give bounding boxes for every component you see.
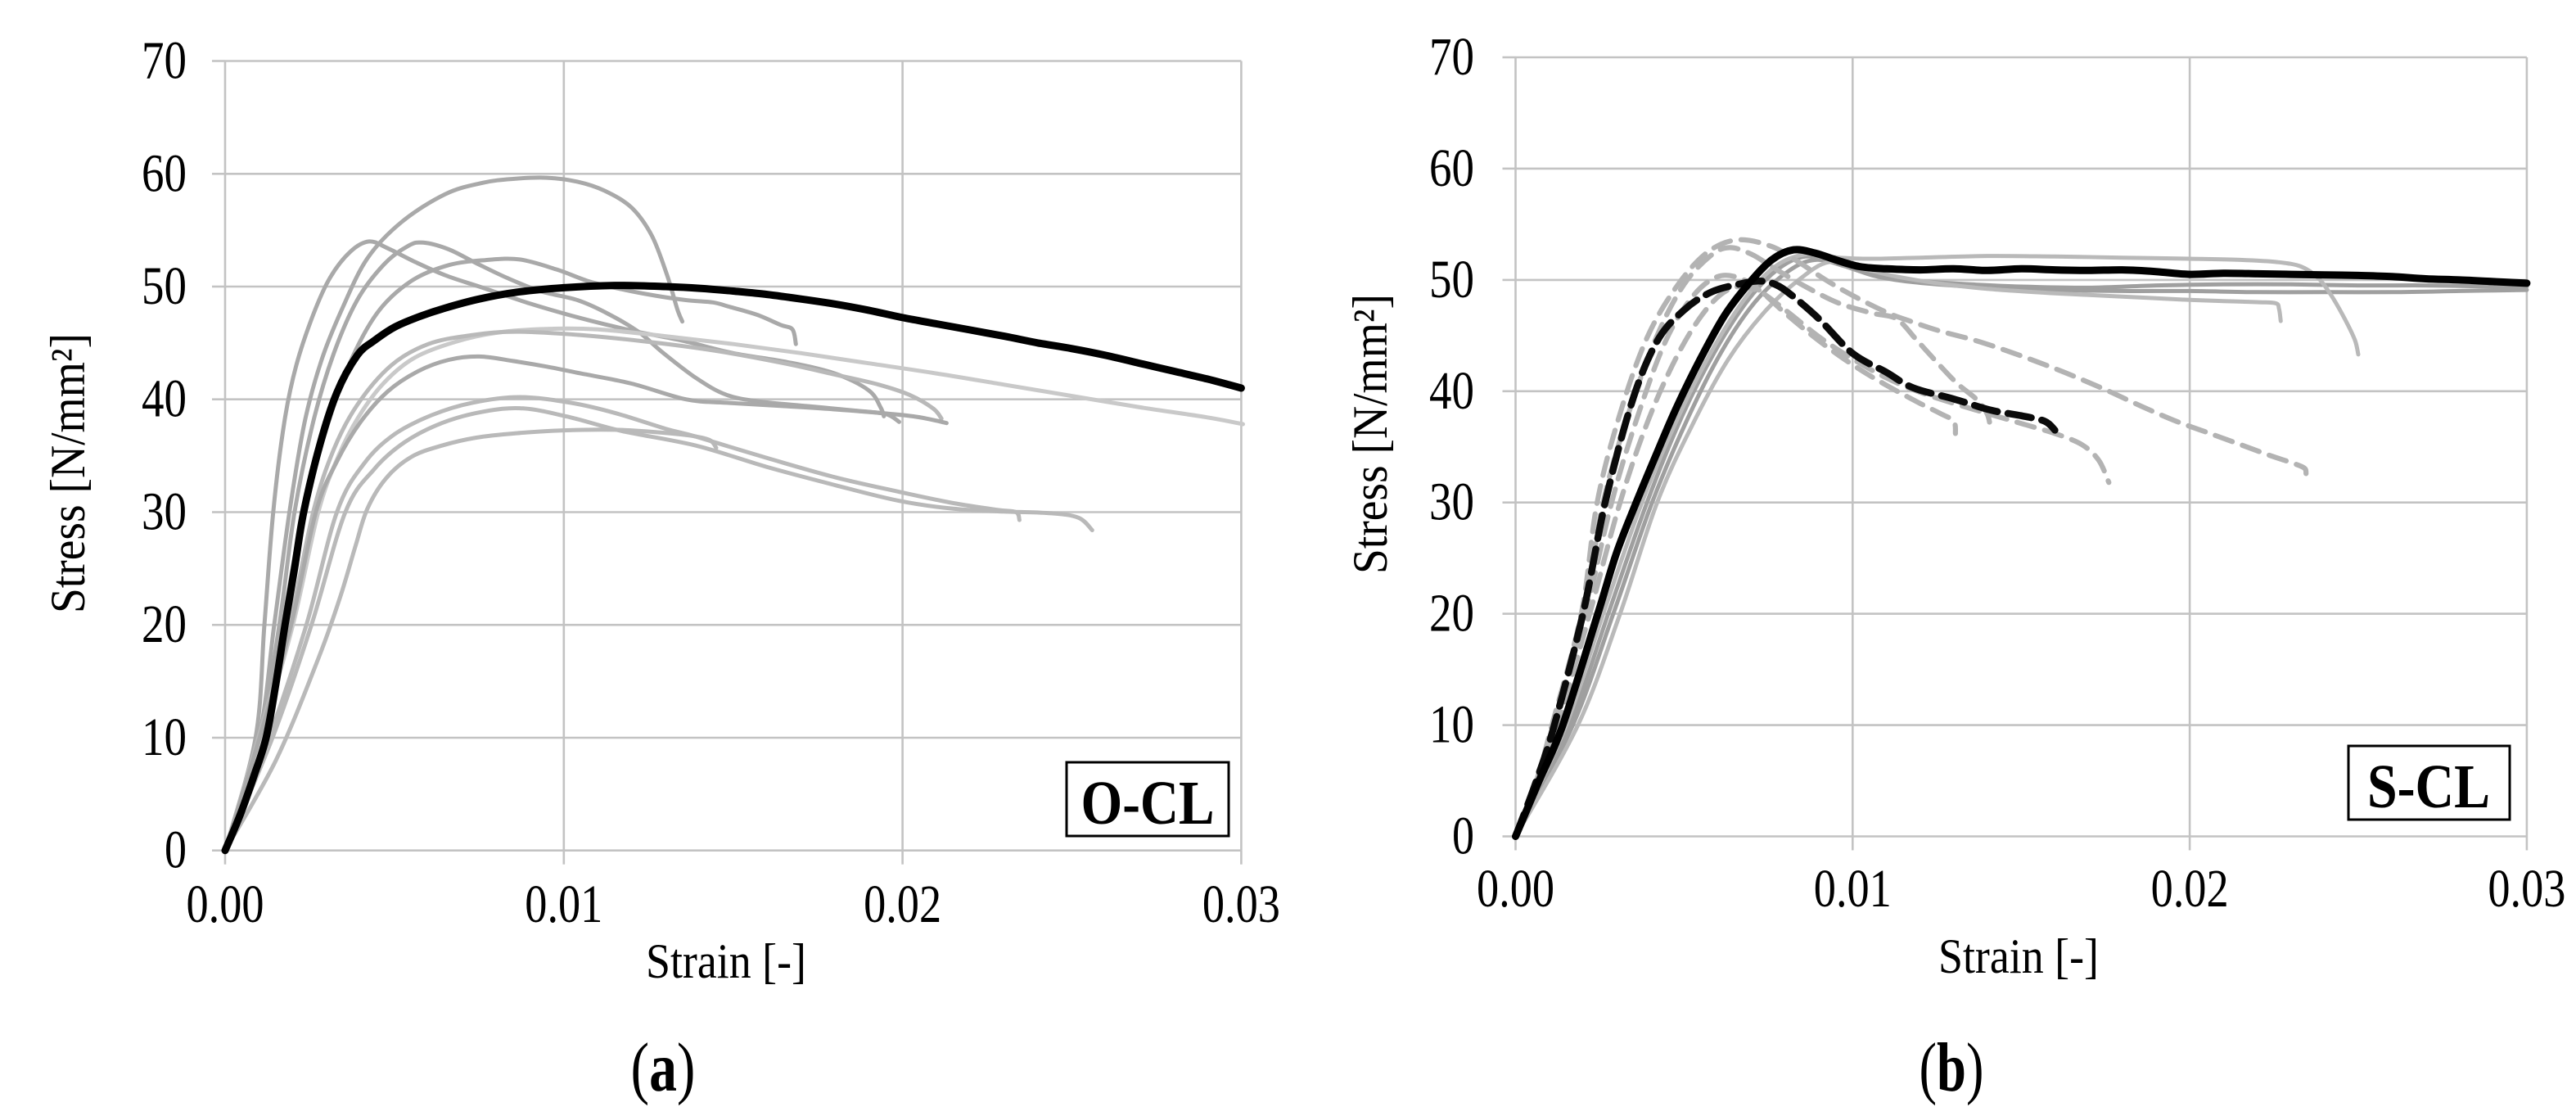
svg-text:O-CL: O-CL [1081, 769, 1215, 838]
svg-text:Stress [N/mm²]: Stress [N/mm²] [41, 333, 95, 613]
svg-text:0.03: 0.03 [1202, 874, 1280, 934]
svg-text:0.01: 0.01 [525, 874, 602, 934]
svg-text:20: 20 [142, 594, 187, 654]
svg-text:10: 10 [1429, 695, 1474, 755]
svg-text:(a): (a) [631, 1029, 696, 1106]
svg-text:70: 70 [1429, 27, 1474, 87]
svg-text:60: 60 [142, 143, 187, 203]
svg-text:0.00: 0.00 [187, 874, 264, 934]
svg-text:10: 10 [142, 707, 187, 767]
svg-text:0.01: 0.01 [1814, 859, 1892, 919]
svg-text:30: 30 [1429, 472, 1474, 532]
svg-text:30: 30 [142, 482, 187, 542]
svg-text:S-CL: S-CL [2367, 752, 2490, 821]
svg-text:0.03: 0.03 [2488, 859, 2565, 919]
svg-text:Strain [-]: Strain [-] [1938, 929, 2099, 983]
svg-text:70: 70 [142, 31, 187, 91]
svg-text:40: 40 [1429, 361, 1474, 421]
svg-text:20: 20 [1429, 584, 1474, 644]
svg-text:Stress [N/mm²]: Stress [N/mm²] [1343, 294, 1397, 574]
svg-text:50: 50 [1429, 250, 1474, 309]
svg-text:0.00: 0.00 [1477, 859, 1554, 919]
svg-text:0: 0 [165, 820, 187, 880]
svg-text:50: 50 [142, 256, 187, 316]
svg-text:0: 0 [1452, 807, 1474, 866]
svg-text:40: 40 [142, 369, 187, 429]
svg-text:0.02: 0.02 [864, 874, 941, 934]
svg-text:Strain [-]: Strain [-] [646, 934, 806, 988]
svg-text:(b): (b) [1920, 1029, 1984, 1106]
svg-text:0.02: 0.02 [2151, 859, 2229, 919]
svg-text:60: 60 [1429, 138, 1474, 198]
